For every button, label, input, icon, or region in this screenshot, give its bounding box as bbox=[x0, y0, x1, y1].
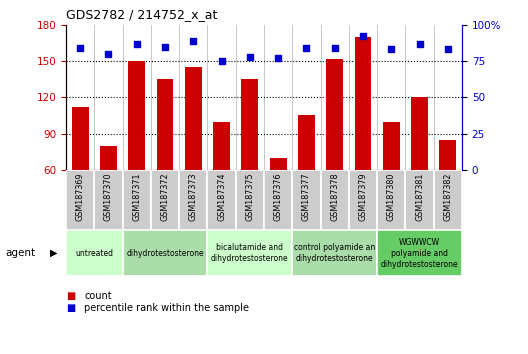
Bar bbox=[100, 146, 117, 170]
Point bbox=[104, 51, 112, 57]
Bar bbox=[72, 107, 89, 170]
Text: GSM187382: GSM187382 bbox=[444, 173, 452, 221]
Text: ▶: ▶ bbox=[50, 248, 58, 258]
Point bbox=[133, 41, 141, 46]
Point bbox=[359, 34, 367, 39]
Text: GSM187378: GSM187378 bbox=[330, 173, 339, 221]
Bar bbox=[264, 170, 293, 230]
Text: GSM187369: GSM187369 bbox=[76, 173, 84, 221]
Text: bicalutamide and
dihydrotestosterone: bicalutamide and dihydrotestosterone bbox=[211, 243, 289, 263]
Bar bbox=[66, 170, 95, 230]
Text: control polyamide an
dihydrotestosterone: control polyamide an dihydrotestosterone bbox=[294, 243, 375, 263]
Bar bbox=[270, 158, 287, 170]
Text: percentile rank within the sample: percentile rank within the sample bbox=[84, 303, 250, 313]
Bar bbox=[156, 79, 174, 170]
Text: GSM187375: GSM187375 bbox=[246, 173, 254, 221]
Bar bbox=[293, 230, 377, 276]
Bar bbox=[185, 67, 202, 170]
Bar bbox=[349, 170, 377, 230]
Text: GSM187374: GSM187374 bbox=[217, 173, 226, 221]
Point bbox=[331, 45, 339, 51]
Text: ■: ■ bbox=[66, 303, 76, 313]
Text: GSM187370: GSM187370 bbox=[104, 173, 113, 221]
Bar bbox=[241, 79, 258, 170]
Bar bbox=[320, 170, 349, 230]
Bar bbox=[298, 115, 315, 170]
Bar bbox=[439, 140, 456, 170]
Bar bbox=[208, 230, 293, 276]
Text: GSM187380: GSM187380 bbox=[387, 173, 396, 221]
Bar bbox=[66, 230, 122, 276]
Bar bbox=[128, 61, 145, 170]
Text: GSM187372: GSM187372 bbox=[161, 173, 169, 221]
Point bbox=[76, 45, 84, 51]
Text: ■: ■ bbox=[66, 291, 76, 301]
Bar bbox=[122, 230, 208, 276]
Bar bbox=[151, 170, 179, 230]
Bar bbox=[208, 170, 235, 230]
Point bbox=[387, 47, 395, 52]
Bar bbox=[377, 170, 406, 230]
Point bbox=[161, 44, 169, 49]
Point bbox=[246, 54, 254, 59]
Text: GSM187379: GSM187379 bbox=[359, 173, 367, 221]
Bar bbox=[179, 170, 208, 230]
Bar bbox=[354, 37, 372, 170]
Bar bbox=[122, 170, 151, 230]
Bar bbox=[383, 121, 400, 170]
Bar bbox=[433, 170, 462, 230]
Point bbox=[189, 38, 197, 44]
Point bbox=[274, 55, 282, 61]
Bar bbox=[411, 97, 428, 170]
Text: GSM187377: GSM187377 bbox=[302, 173, 311, 221]
Bar bbox=[377, 230, 462, 276]
Bar bbox=[406, 170, 433, 230]
Text: untreated: untreated bbox=[76, 249, 114, 258]
Bar bbox=[95, 170, 122, 230]
Text: GSM187381: GSM187381 bbox=[415, 173, 424, 221]
Text: dihydrotestosterone: dihydrotestosterone bbox=[126, 249, 204, 258]
Point bbox=[416, 41, 424, 46]
Text: agent: agent bbox=[5, 248, 35, 258]
Bar bbox=[293, 170, 320, 230]
Text: GSM187373: GSM187373 bbox=[189, 173, 198, 221]
Point bbox=[444, 47, 452, 52]
Text: count: count bbox=[84, 291, 112, 301]
Text: GSM187371: GSM187371 bbox=[132, 173, 141, 221]
Text: GSM187376: GSM187376 bbox=[274, 173, 282, 221]
Point bbox=[218, 58, 226, 64]
Bar bbox=[213, 121, 230, 170]
Text: GDS2782 / 214752_x_at: GDS2782 / 214752_x_at bbox=[66, 8, 218, 21]
Text: WGWWCW
polyamide and
dihydrotestosterone: WGWWCW polyamide and dihydrotestosterone bbox=[381, 238, 458, 269]
Bar bbox=[326, 59, 343, 170]
Bar bbox=[235, 170, 264, 230]
Point bbox=[302, 45, 310, 51]
